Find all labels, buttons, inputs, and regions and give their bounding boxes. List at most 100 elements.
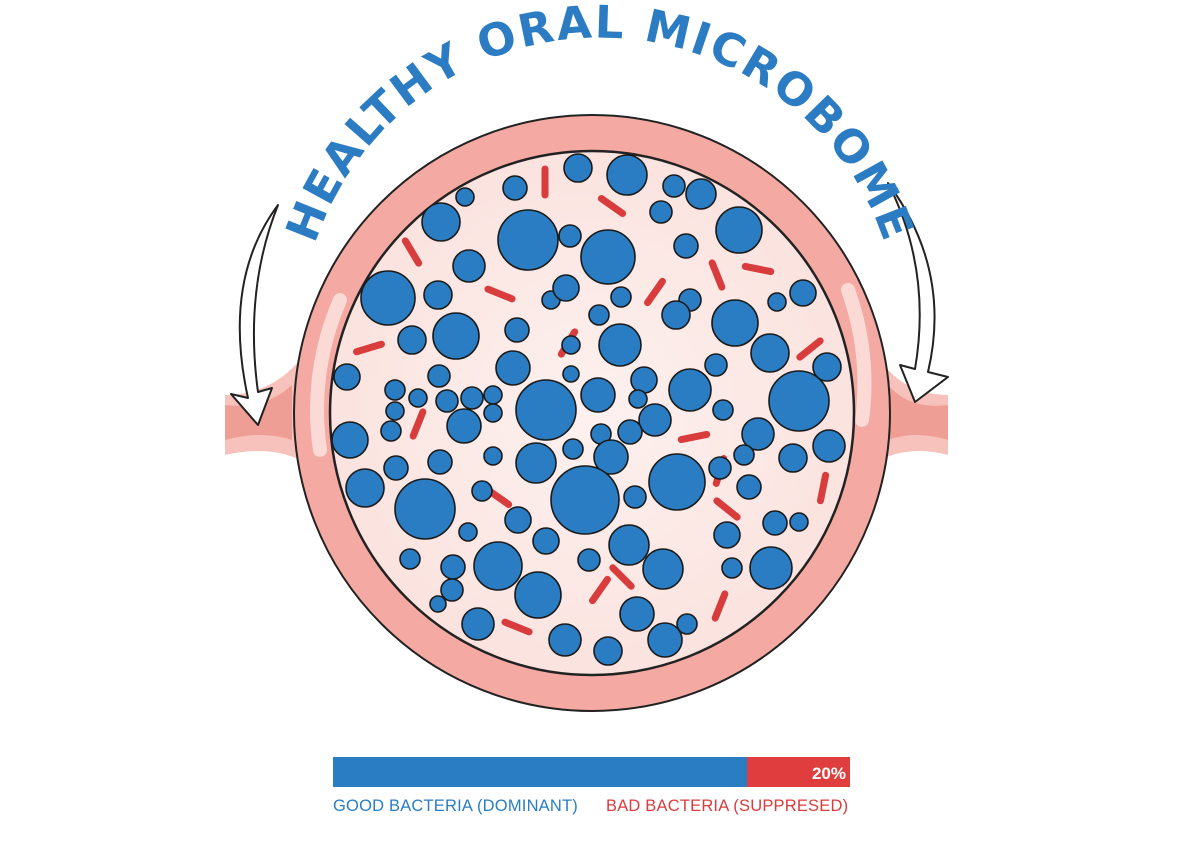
bad-bacterium — [597, 195, 627, 217]
good-bacterium — [563, 153, 593, 183]
good-bacterium — [504, 506, 532, 534]
good-bacterium — [642, 548, 684, 590]
good-bacterium — [704, 353, 728, 377]
ratio-bar: 20% — [333, 757, 850, 787]
bad-bacterium — [708, 259, 726, 291]
good-bacterium — [483, 403, 503, 423]
good-bacterium — [455, 187, 475, 207]
good-bacterium — [429, 595, 447, 613]
good-bacterium — [662, 174, 686, 198]
good-bacterium — [580, 377, 616, 413]
good-bacterium — [721, 557, 743, 579]
good-bacterium — [628, 389, 648, 409]
bad-bacterium — [484, 285, 516, 303]
good-bacterium — [598, 323, 642, 367]
bad-bacterium — [741, 262, 775, 276]
bad-bacterium — [677, 430, 711, 444]
bad-bacterium — [796, 337, 824, 361]
good-bacterium — [360, 270, 416, 326]
good-bacterium — [548, 623, 582, 657]
good-bacterium — [514, 571, 562, 619]
good-bacterium — [619, 596, 655, 632]
good-bacterium — [380, 420, 402, 442]
good-bacterium — [712, 399, 734, 421]
bad-bacteria-bar — [747, 757, 850, 787]
good-bacterium — [333, 363, 361, 391]
good-bacterium — [408, 388, 428, 408]
bad-bacterium — [816, 471, 830, 505]
good-bacterium — [789, 512, 809, 532]
good-bacterium — [649, 200, 673, 224]
good-bacterium — [733, 444, 755, 466]
good-bacterium — [385, 401, 405, 421]
good-bacterium — [473, 541, 523, 591]
good-bacterium — [715, 206, 763, 254]
good-bacterium — [608, 524, 650, 566]
good-bacterium — [577, 548, 601, 572]
bad-bacterium — [711, 590, 729, 622]
good-bacterium — [561, 335, 581, 355]
good-bacterium — [423, 280, 453, 310]
good-bacterium — [483, 385, 503, 405]
bad-bacterium — [644, 277, 666, 307]
good-bacterium — [345, 468, 385, 508]
good-bacterium — [593, 636, 623, 666]
good-bacterium — [661, 300, 691, 330]
good-bacterium — [630, 366, 658, 394]
good-bacterium — [736, 474, 762, 500]
good-bacterium — [384, 379, 406, 401]
good-bacterium — [515, 379, 577, 441]
good-bacterium — [713, 521, 741, 549]
good-bacterium — [610, 286, 632, 308]
good-bacterium — [762, 510, 788, 536]
good-bacterium — [750, 333, 790, 373]
bacteria-layer — [331, 153, 846, 666]
good-bacterium — [562, 365, 580, 383]
good-bacterium — [647, 622, 683, 658]
good-bacterium — [461, 607, 495, 641]
good-bacterium — [588, 304, 610, 326]
good-bacterium — [767, 292, 787, 312]
bad-bacterium — [353, 340, 385, 356]
bad-bacterium — [589, 575, 611, 605]
good-bacterium — [668, 368, 712, 412]
bad-bacterium — [401, 237, 423, 267]
good-bacterium — [446, 408, 482, 444]
good-bacterium — [427, 364, 451, 388]
good-bacterium — [741, 417, 775, 451]
good-bacterium — [515, 442, 557, 484]
good-bacterium — [532, 527, 560, 555]
good-bacterium — [749, 546, 793, 590]
good-bacterium — [427, 449, 453, 475]
bad-bacteria-label: BAD BACTERIA (SUPPRESED) — [606, 797, 848, 815]
curved-arrow-right-icon — [887, 182, 949, 403]
good-bacterium — [502, 175, 528, 201]
good-bacterium — [768, 370, 830, 432]
good-bacterium — [435, 389, 459, 413]
good-bacterium — [458, 522, 478, 542]
good-bacterium — [708, 456, 732, 480]
good-bacterium — [550, 465, 620, 535]
good-bacterium — [623, 485, 647, 509]
good-bacterium — [483, 446, 503, 466]
good-bacteria-label: GOOD BACTERIA (DOMINANT) — [333, 797, 578, 815]
good-bacterium — [580, 229, 636, 285]
good-bacterium — [497, 209, 559, 271]
good-bacterium — [397, 325, 427, 355]
good-bacterium — [617, 419, 643, 445]
good-bacterium — [673, 233, 699, 259]
good-bacteria-bar — [333, 757, 747, 787]
good-bacterium — [331, 421, 369, 459]
good-bacterium — [399, 548, 421, 570]
good-bacterium — [812, 429, 846, 463]
good-bacterium — [676, 613, 698, 635]
good-bacterium — [394, 478, 456, 540]
bad-bacteria-percent: 20% — [812, 764, 846, 783]
good-bacterium — [812, 352, 842, 382]
bad-bacterium — [609, 564, 635, 590]
good-bacterium — [421, 202, 461, 242]
good-bacterium — [606, 154, 648, 196]
good-bacterium — [452, 249, 486, 283]
bad-bacterium — [409, 408, 427, 440]
good-bacterium — [711, 299, 759, 347]
